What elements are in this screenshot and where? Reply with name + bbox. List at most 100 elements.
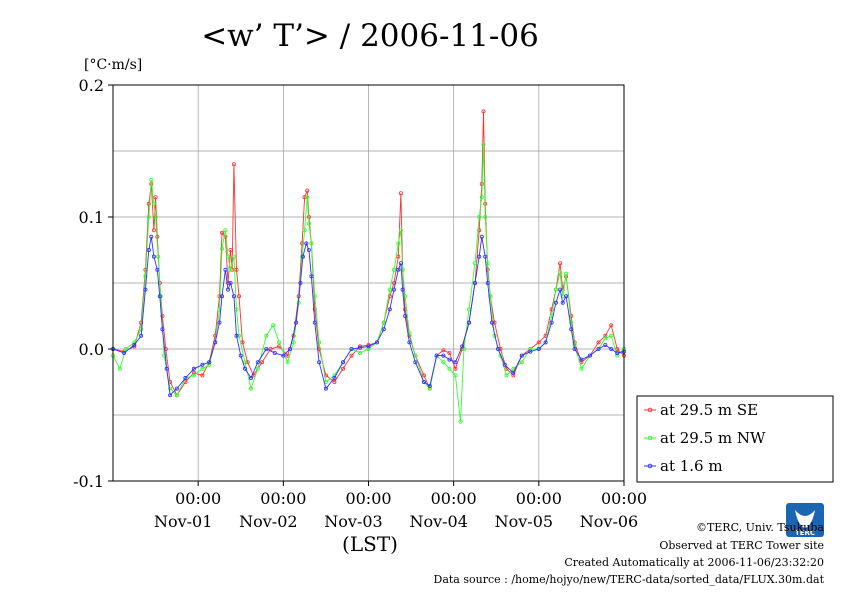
x-tick-date: Nov-02 bbox=[239, 512, 297, 531]
data-point bbox=[223, 228, 228, 233]
data-point bbox=[223, 267, 228, 272]
data-point bbox=[174, 393, 179, 398]
data-point bbox=[400, 287, 405, 292]
data-point bbox=[366, 346, 371, 351]
data-point bbox=[151, 254, 156, 259]
legend-marker bbox=[647, 435, 653, 441]
x-tick-time: 00:00 bbox=[431, 489, 477, 508]
data-point bbox=[543, 340, 548, 345]
data-point bbox=[483, 214, 488, 219]
data-point bbox=[200, 366, 205, 371]
data-point bbox=[460, 344, 465, 349]
data-point bbox=[453, 360, 458, 365]
data-point bbox=[398, 228, 403, 233]
data-point bbox=[151, 201, 156, 206]
data-point bbox=[560, 300, 565, 305]
y-tick-label: 0.1 bbox=[79, 208, 104, 227]
data-point bbox=[458, 419, 463, 424]
terc-logo-text: TERC bbox=[795, 529, 815, 537]
data-point bbox=[191, 370, 196, 375]
data-point bbox=[441, 353, 446, 358]
data-point bbox=[231, 254, 236, 259]
data-point bbox=[149, 234, 154, 239]
x-axis-label: (LST) bbox=[342, 532, 398, 556]
data-point bbox=[587, 353, 592, 358]
data-point bbox=[207, 362, 212, 367]
data-point bbox=[231, 162, 236, 167]
data-point bbox=[317, 360, 322, 365]
data-point bbox=[285, 360, 290, 365]
data-point bbox=[366, 344, 371, 349]
data-point bbox=[603, 342, 608, 347]
data-point bbox=[511, 370, 516, 375]
data-point bbox=[495, 346, 500, 351]
data-point bbox=[259, 360, 264, 365]
legend-marker bbox=[647, 407, 653, 413]
data-point bbox=[225, 287, 230, 292]
data-point bbox=[396, 267, 401, 272]
plot-frame bbox=[112, 84, 625, 482]
data-point bbox=[477, 254, 482, 259]
data-point bbox=[217, 320, 222, 325]
data-point bbox=[472, 280, 477, 285]
data-point bbox=[340, 366, 345, 371]
data-point bbox=[168, 393, 173, 398]
data-point bbox=[609, 323, 614, 328]
water-drop-icon bbox=[795, 510, 815, 528]
data-point bbox=[357, 345, 362, 350]
data-point bbox=[264, 346, 269, 351]
data-point bbox=[391, 267, 396, 272]
x-tick-labels: 00:00 Nov-01 00:00 Nov-02 00:00 Nov-03 00:00 No… bbox=[154, 481, 647, 531]
data-point bbox=[553, 287, 558, 292]
data-point bbox=[549, 307, 554, 312]
data-point bbox=[441, 360, 446, 365]
data-point bbox=[387, 287, 392, 292]
data-point bbox=[146, 214, 151, 219]
data-point bbox=[228, 267, 233, 272]
data-point bbox=[381, 327, 386, 332]
footer-created: Created Automatically at 2006-11-06/23:3… bbox=[564, 556, 824, 569]
series-3 bbox=[111, 234, 627, 398]
data-point bbox=[413, 360, 418, 365]
data-point bbox=[489, 320, 494, 325]
data-point bbox=[207, 360, 212, 365]
data-point bbox=[427, 386, 432, 391]
data-point bbox=[481, 142, 486, 147]
y-tick-label: 0.0 bbox=[79, 340, 104, 359]
data-point bbox=[219, 230, 224, 235]
data-point bbox=[560, 287, 565, 292]
data-point bbox=[312, 320, 317, 325]
data-point bbox=[398, 191, 403, 196]
data-point bbox=[255, 366, 260, 371]
data-point bbox=[228, 247, 233, 252]
data-point bbox=[160, 313, 165, 318]
x-tick-time: 00:00 bbox=[175, 489, 221, 508]
data-point bbox=[255, 360, 260, 365]
data-point bbox=[579, 366, 584, 371]
data-point bbox=[483, 254, 488, 259]
data-point bbox=[332, 375, 337, 380]
data-point bbox=[396, 241, 401, 246]
data-point bbox=[132, 342, 137, 347]
data-point bbox=[485, 280, 490, 285]
legend-box bbox=[636, 395, 834, 483]
data-point bbox=[479, 234, 484, 239]
data-point bbox=[143, 287, 148, 292]
data-point bbox=[447, 357, 452, 362]
data-point bbox=[519, 353, 524, 358]
y-tick-labels: 0.2 0.1 0.0 -0.1 bbox=[73, 76, 113, 491]
data-point bbox=[609, 346, 614, 351]
data-point bbox=[219, 246, 224, 251]
data-point bbox=[123, 346, 128, 351]
chart-title: <w’ T’> / 2006-11-06 bbox=[201, 18, 539, 54]
data-point bbox=[149, 177, 154, 182]
data-point bbox=[477, 214, 482, 219]
legend-marker bbox=[647, 463, 653, 469]
data-point bbox=[579, 357, 584, 362]
data-point bbox=[236, 333, 241, 338]
data-point bbox=[447, 350, 452, 355]
data-point bbox=[558, 270, 563, 275]
data-point bbox=[453, 373, 458, 378]
data-point bbox=[143, 274, 148, 279]
data-point bbox=[564, 271, 569, 276]
